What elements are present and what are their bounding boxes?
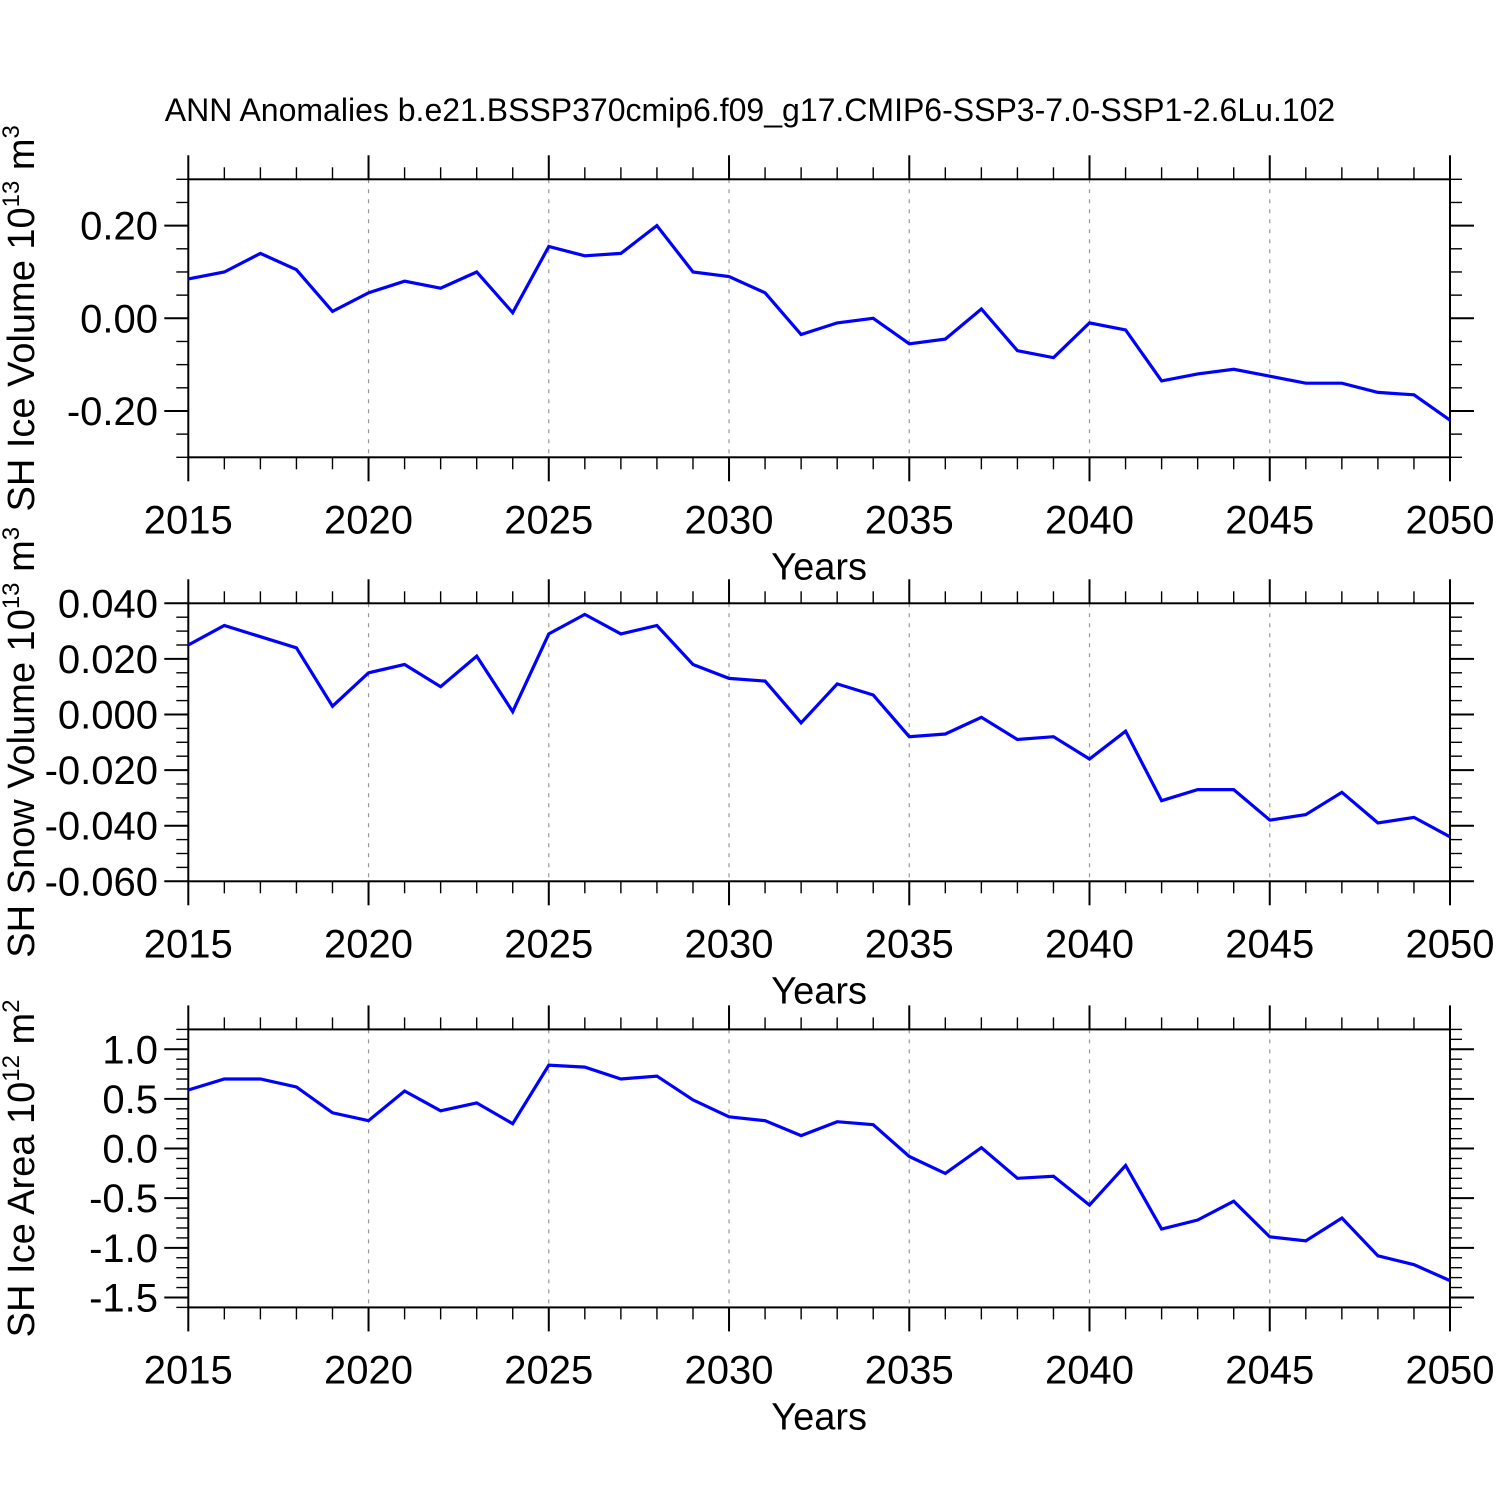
x-tick-label: 2040 [1045, 498, 1134, 542]
x-tick-label: 2035 [865, 922, 954, 966]
panel-sh-ice-area: 2015 2020 2025 2030 2035 2040 2045 2050 1.0 0.5 0.… [0, 999, 1494, 1438]
x-tick-label: 2040 [1045, 922, 1134, 966]
y-tick-label: -0.060 [45, 860, 158, 904]
x-axis-title: Years [771, 1396, 867, 1438]
y-tick-label: 1.0 [102, 1028, 158, 1072]
y-tick-label: 0.020 [58, 638, 158, 682]
y-tick-label: -0.040 [45, 805, 158, 849]
x-tick-label: 2020 [324, 498, 413, 542]
x-tick-label: 2035 [865, 1348, 954, 1392]
sh-snow-volume-line [187, 612, 1451, 839]
x-tick-label: 2045 [1225, 1348, 1314, 1392]
y-tick-label: -1.5 [89, 1276, 158, 1320]
plot-frame [187, 1028, 1451, 1309]
x-tick-label: 2050 [1406, 498, 1495, 542]
x-tick-label: 2040 [1045, 1348, 1134, 1392]
panel-sh-ice-volume: 2015 2020 2025 2030 2035 2040 2045 2050 0.20 0.00… [0, 125, 1494, 588]
x-tick-label: 2025 [504, 922, 593, 966]
x-tick-label: 2020 [324, 1348, 413, 1392]
x-tick-label: 2050 [1406, 922, 1495, 966]
panel-sh-snow-volume: 2015 2020 2025 2030 2035 2040 2045 2050 0.040 0.0… [0, 527, 1494, 1012]
y-tick-label: 0.00 [80, 297, 158, 341]
x-tick-label: 2025 [504, 1348, 593, 1392]
x-tick-label: 2045 [1225, 498, 1314, 542]
y-axis-title: SH Ice Volume 1013 m3 [0, 125, 43, 511]
y-tick-label: 0.5 [102, 1078, 158, 1122]
y-tick-label: 0.20 [80, 205, 158, 249]
y-tick-label: -1.0 [89, 1227, 158, 1271]
sh-ice-volume-line [187, 223, 1451, 422]
y-tick-label: -0.020 [45, 749, 158, 793]
x-tick-label: 2030 [685, 922, 774, 966]
x-tick-label: 2035 [865, 498, 954, 542]
x-axis-title: Years [771, 546, 867, 588]
x-tick-label: 2050 [1406, 1348, 1495, 1392]
x-tick-label: 2015 [144, 1348, 233, 1392]
y-axis-title: SH Snow Volume 1013 m3 [0, 527, 43, 958]
y-tick-label: 0.0 [102, 1128, 158, 1172]
y-tick-label: -0.5 [89, 1177, 158, 1221]
x-tick-label: 2020 [324, 922, 413, 966]
y-tick-label: 0.000 [58, 694, 158, 738]
sh-ice-area-line [187, 1063, 1451, 1283]
x-axis-title: Years [771, 970, 867, 1012]
x-tick-label: 2045 [1225, 922, 1314, 966]
x-tick-label: 2015 [144, 498, 233, 542]
plot-frame [187, 602, 1451, 883]
y-axis-title: SH Ice Area 1012 m2 [0, 999, 43, 1337]
x-tick-label: 2030 [685, 498, 774, 542]
x-tick-label: 2030 [685, 1348, 774, 1392]
x-tick-label: 2025 [504, 498, 593, 542]
y-tick-label: -0.20 [67, 390, 158, 434]
y-tick-label: 0.040 [58, 582, 158, 626]
plot-frame [187, 178, 1451, 459]
x-tick-label: 2015 [144, 922, 233, 966]
page-title: ANN Anomalies b.e21.BSSP370cmip6.f09_g17… [164, 92, 1336, 128]
